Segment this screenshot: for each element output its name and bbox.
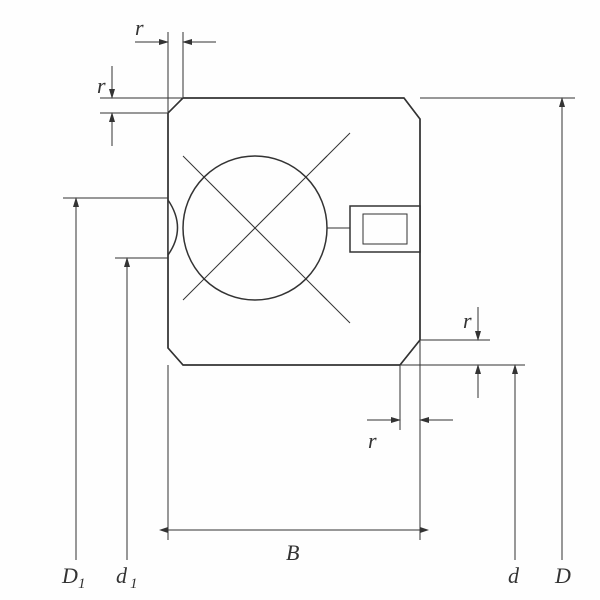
dimension-lines <box>63 32 575 560</box>
label-D1: D <box>61 563 78 588</box>
label-d1: d <box>116 563 128 588</box>
label-r-tl-h: r <box>135 15 144 40</box>
bearing-cross-section-figure: r r r r B D d d 1 D 1 <box>0 0 600 600</box>
label-r-br-h: r <box>368 428 377 453</box>
label-d: d <box>508 563 520 588</box>
labels: r r r r B D d d 1 D 1 <box>61 15 571 592</box>
label-d1-sub: 1 <box>130 576 138 592</box>
label-B: B <box>286 540 299 565</box>
label-r-tl-v: r <box>97 73 106 98</box>
label-D1-sub: 1 <box>78 576 86 592</box>
label-D: D <box>554 563 571 588</box>
section-body <box>168 98 420 365</box>
label-r-br-v: r <box>463 308 472 333</box>
